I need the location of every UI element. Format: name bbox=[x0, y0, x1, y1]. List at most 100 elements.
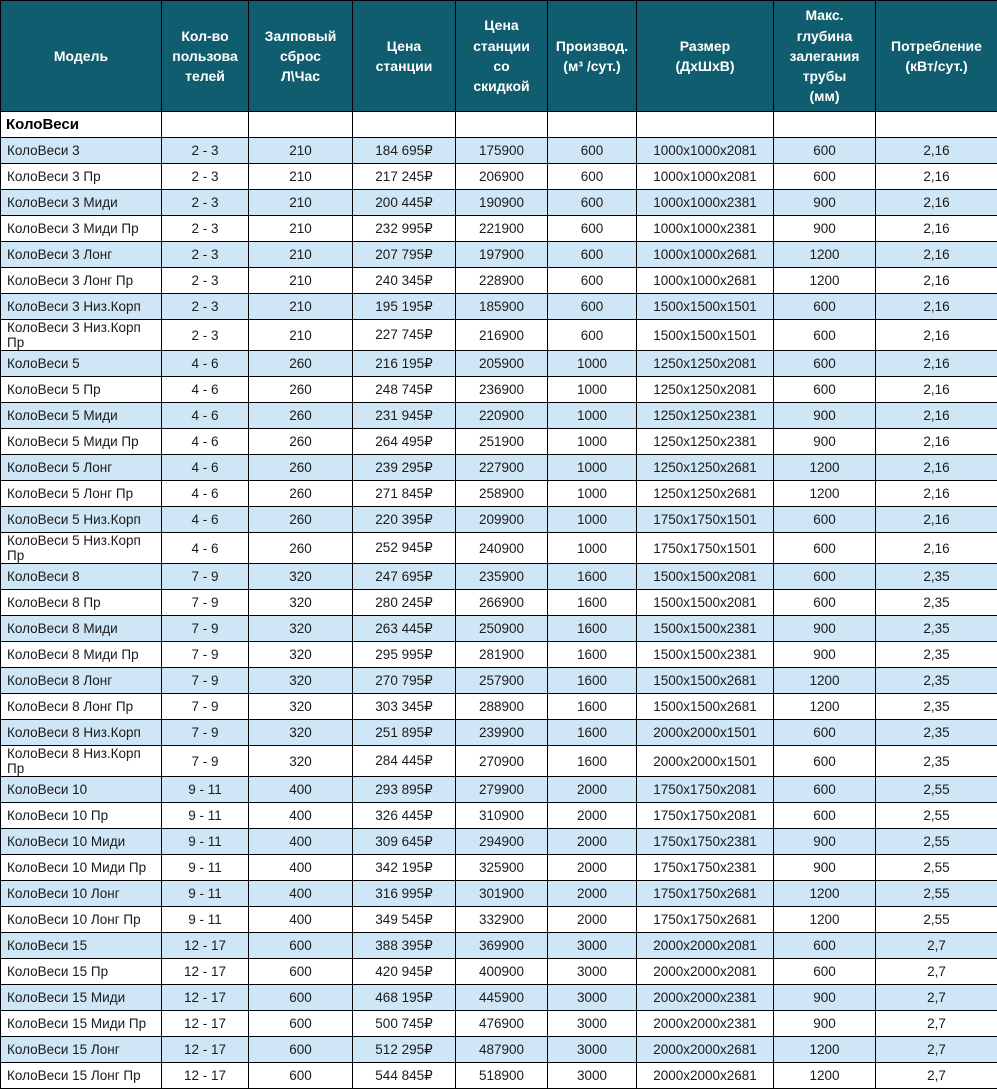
model-cell: КолоВеси 5 Лонг bbox=[1, 455, 162, 481]
pipe-depth-cell: 600 bbox=[774, 720, 876, 746]
model-cell: КолоВеси 15 Миди bbox=[1, 985, 162, 1011]
size-cell: 2000х2000х2381 bbox=[637, 1011, 774, 1037]
users-cell: 9 - 11 bbox=[162, 777, 249, 803]
size-cell: 1750х1750х2681 bbox=[637, 881, 774, 907]
size-cell: 1500х1500х1501 bbox=[637, 294, 774, 320]
price-discount-cell: 310900 bbox=[456, 803, 548, 829]
pipe-depth-cell: 900 bbox=[774, 216, 876, 242]
model-cell: КолоВеси 3 Миди bbox=[1, 190, 162, 216]
salvo-discharge-cell: 320 bbox=[249, 642, 353, 668]
price-cell: 270 795₽ bbox=[353, 668, 456, 694]
model-cell: КолоВеси 5 Низ.Корп bbox=[1, 507, 162, 533]
consumption-cell: 2,16 bbox=[876, 216, 997, 242]
price-cell: 232 995₽ bbox=[353, 216, 456, 242]
salvo-discharge-cell: 320 bbox=[249, 668, 353, 694]
price-cell: 207 795₽ bbox=[353, 242, 456, 268]
salvo-discharge-cell: 260 bbox=[249, 403, 353, 429]
price-discount-cell: 294900 bbox=[456, 829, 548, 855]
section-title: КолоВеси bbox=[1, 112, 162, 138]
price-cell: 468 195₽ bbox=[353, 985, 456, 1011]
users-cell: 4 - 6 bbox=[162, 351, 249, 377]
productivity-cell: 3000 bbox=[548, 1037, 637, 1063]
price-cell: 263 445₽ bbox=[353, 616, 456, 642]
productivity-cell: 600 bbox=[548, 294, 637, 320]
price-discount-cell: 257900 bbox=[456, 668, 548, 694]
consumption-cell: 2,35 bbox=[876, 642, 997, 668]
users-cell: 4 - 6 bbox=[162, 429, 249, 455]
pipe-depth-cell: 600 bbox=[774, 138, 876, 164]
model-cell: КолоВеси 15 Миди Пр bbox=[1, 1011, 162, 1037]
salvo-discharge-cell: 260 bbox=[249, 481, 353, 507]
pipe-depth-cell: 1200 bbox=[774, 268, 876, 294]
salvo-discharge-cell: 600 bbox=[249, 985, 353, 1011]
price-discount-cell: 240900 bbox=[456, 533, 548, 564]
productivity-cell: 600 bbox=[548, 138, 637, 164]
price-discount-cell: 281900 bbox=[456, 642, 548, 668]
productivity-cell: 1600 bbox=[548, 694, 637, 720]
users-cell: 7 - 9 bbox=[162, 746, 249, 777]
model-cell: КолоВеси 5 Пр bbox=[1, 377, 162, 403]
price-cell: 280 245₽ bbox=[353, 590, 456, 616]
consumption-cell: 2,55 bbox=[876, 907, 997, 933]
model-cell: КолоВеси 5 Миди Пр bbox=[1, 429, 162, 455]
column-header-productivity: Производ. (м³ /сут.) bbox=[548, 1, 637, 112]
pipe-depth-cell: 1200 bbox=[774, 1037, 876, 1063]
model-cell: КолоВеси 15 bbox=[1, 933, 162, 959]
model-cell: КолоВеси 8 bbox=[1, 564, 162, 590]
model-cell: КолоВеси 3 Лонг Пр bbox=[1, 268, 162, 294]
section-row: КолоВеси bbox=[1, 112, 997, 138]
model-cell: КолоВеси 8 Лонг Пр bbox=[1, 694, 162, 720]
price-cell: 500 745₽ bbox=[353, 1011, 456, 1037]
price-discount-cell: 288900 bbox=[456, 694, 548, 720]
consumption-cell: 2,7 bbox=[876, 1011, 997, 1037]
size-cell: 2000х2000х2381 bbox=[637, 985, 774, 1011]
model-cell: КолоВеси 3 Низ.Корп bbox=[1, 294, 162, 320]
salvo-discharge-cell: 400 bbox=[249, 907, 353, 933]
price-cell: 184 695₽ bbox=[353, 138, 456, 164]
consumption-cell: 2,16 bbox=[876, 294, 997, 320]
consumption-cell: 2,35 bbox=[876, 616, 997, 642]
price-cell: 247 695₽ bbox=[353, 564, 456, 590]
pipe-depth-cell: 1200 bbox=[774, 455, 876, 481]
column-header-model: Модель bbox=[1, 1, 162, 112]
price-cell: 309 645₽ bbox=[353, 829, 456, 855]
salvo-discharge-cell: 320 bbox=[249, 590, 353, 616]
column-header-salvo-discharge: Залповый сброс Л\Час bbox=[249, 1, 353, 112]
users-cell: 4 - 6 bbox=[162, 455, 249, 481]
model-cell: КолоВеси 8 Миди Пр bbox=[1, 642, 162, 668]
pipe-depth-cell: 600 bbox=[774, 590, 876, 616]
pipe-depth-cell: 600 bbox=[774, 320, 876, 351]
price-discount-cell: 266900 bbox=[456, 590, 548, 616]
productivity-cell: 1600 bbox=[548, 642, 637, 668]
users-cell: 2 - 3 bbox=[162, 164, 249, 190]
consumption-cell: 2,55 bbox=[876, 829, 997, 855]
productivity-cell: 2000 bbox=[548, 829, 637, 855]
productivity-cell: 1000 bbox=[548, 429, 637, 455]
productivity-cell: 2000 bbox=[548, 803, 637, 829]
price-discount-cell: 206900 bbox=[456, 164, 548, 190]
size-cell: 1500х1500х2081 bbox=[637, 590, 774, 616]
size-cell: 1000х1000х2081 bbox=[637, 138, 774, 164]
salvo-discharge-cell: 210 bbox=[249, 268, 353, 294]
consumption-cell: 2,35 bbox=[876, 694, 997, 720]
consumption-cell: 2,16 bbox=[876, 351, 997, 377]
consumption-cell: 2,35 bbox=[876, 668, 997, 694]
column-header-users: Кол-во пользова телей bbox=[162, 1, 249, 112]
consumption-cell: 2,35 bbox=[876, 720, 997, 746]
users-cell: 9 - 11 bbox=[162, 881, 249, 907]
consumption-cell: 2,35 bbox=[876, 590, 997, 616]
salvo-discharge-cell: 210 bbox=[249, 138, 353, 164]
productivity-cell: 1000 bbox=[548, 351, 637, 377]
